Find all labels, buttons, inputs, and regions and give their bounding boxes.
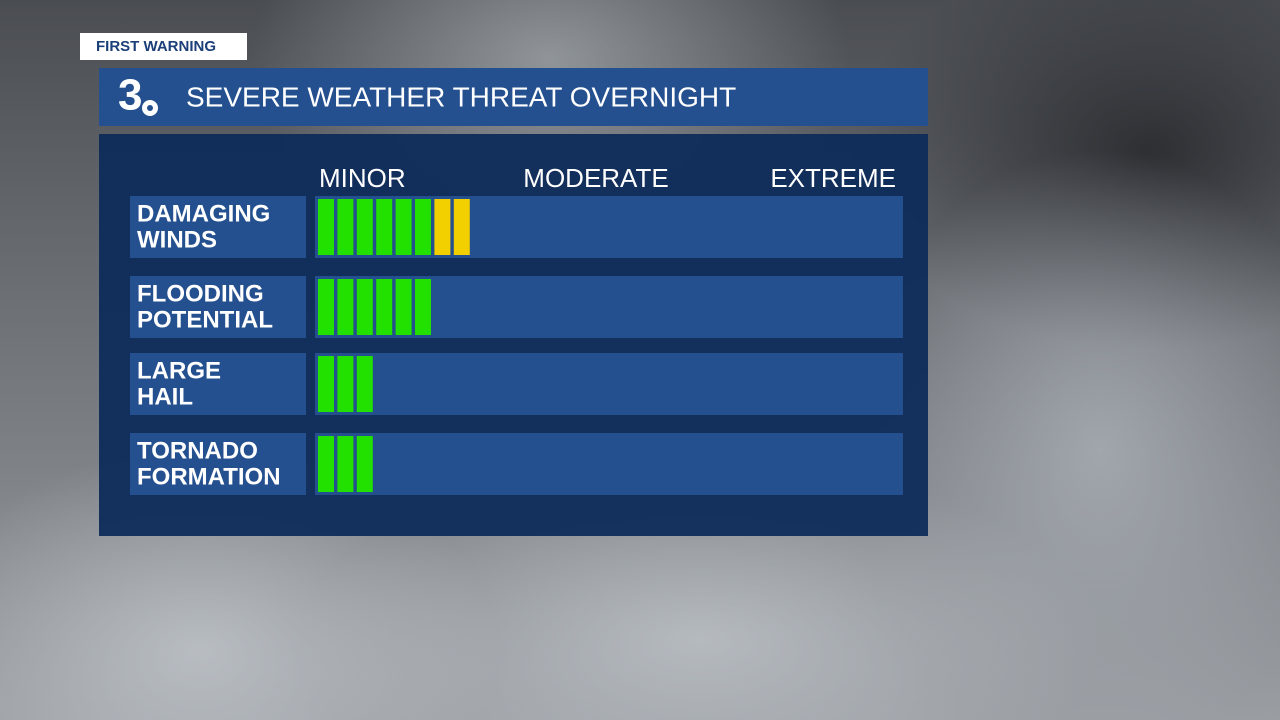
- row-track: [315, 353, 903, 415]
- threat-block: [337, 436, 354, 492]
- row-label: POTENTIAL: [137, 306, 273, 333]
- threat-block: [415, 279, 431, 335]
- threat-block: [376, 279, 393, 335]
- row-track: [315, 433, 903, 495]
- threat-block: [337, 356, 354, 412]
- logo-pupil: [147, 105, 153, 111]
- row-label-box: [130, 196, 306, 258]
- title-bar: [99, 68, 928, 126]
- row-label-box: [130, 353, 306, 415]
- row-label-box: [130, 433, 306, 495]
- row-label: LARGE: [137, 357, 221, 384]
- row-track: [315, 276, 903, 338]
- row-label: HAIL: [137, 383, 193, 410]
- threat-block: [434, 199, 451, 255]
- threat-block: [318, 199, 334, 255]
- threat-block: [395, 279, 412, 335]
- scale-label: MODERATE: [523, 163, 668, 193]
- logo: 3: [118, 71, 142, 120]
- threat-block: [376, 199, 393, 255]
- row-label-box: [130, 276, 306, 338]
- scale-label: MINOR: [319, 163, 406, 193]
- scale-label: EXTREME: [770, 163, 896, 193]
- threat-block: [318, 279, 334, 335]
- title: SEVERE WEATHER THREAT OVERNIGHT: [186, 81, 736, 112]
- threat-block: [356, 436, 373, 492]
- threat-block: [415, 199, 431, 255]
- tag-box: [80, 33, 247, 60]
- threat-block: [453, 199, 470, 255]
- threat-block: [356, 356, 373, 412]
- threat-block: [395, 199, 412, 255]
- threat-block: [356, 199, 373, 255]
- row-label: FORMATION: [137, 463, 281, 490]
- row-label: DAMAGING: [137, 200, 270, 227]
- tag: FIRST WARNING: [96, 38, 216, 55]
- threat-block: [318, 356, 334, 412]
- row-label: FLOODING: [137, 280, 264, 307]
- row-label: TORNADO: [137, 437, 258, 464]
- threat-block: [318, 436, 334, 492]
- threat-block: [356, 279, 373, 335]
- row-track: [315, 196, 903, 258]
- threat-block: [337, 279, 354, 335]
- row-label: WINDS: [137, 226, 217, 253]
- threat-block: [337, 199, 354, 255]
